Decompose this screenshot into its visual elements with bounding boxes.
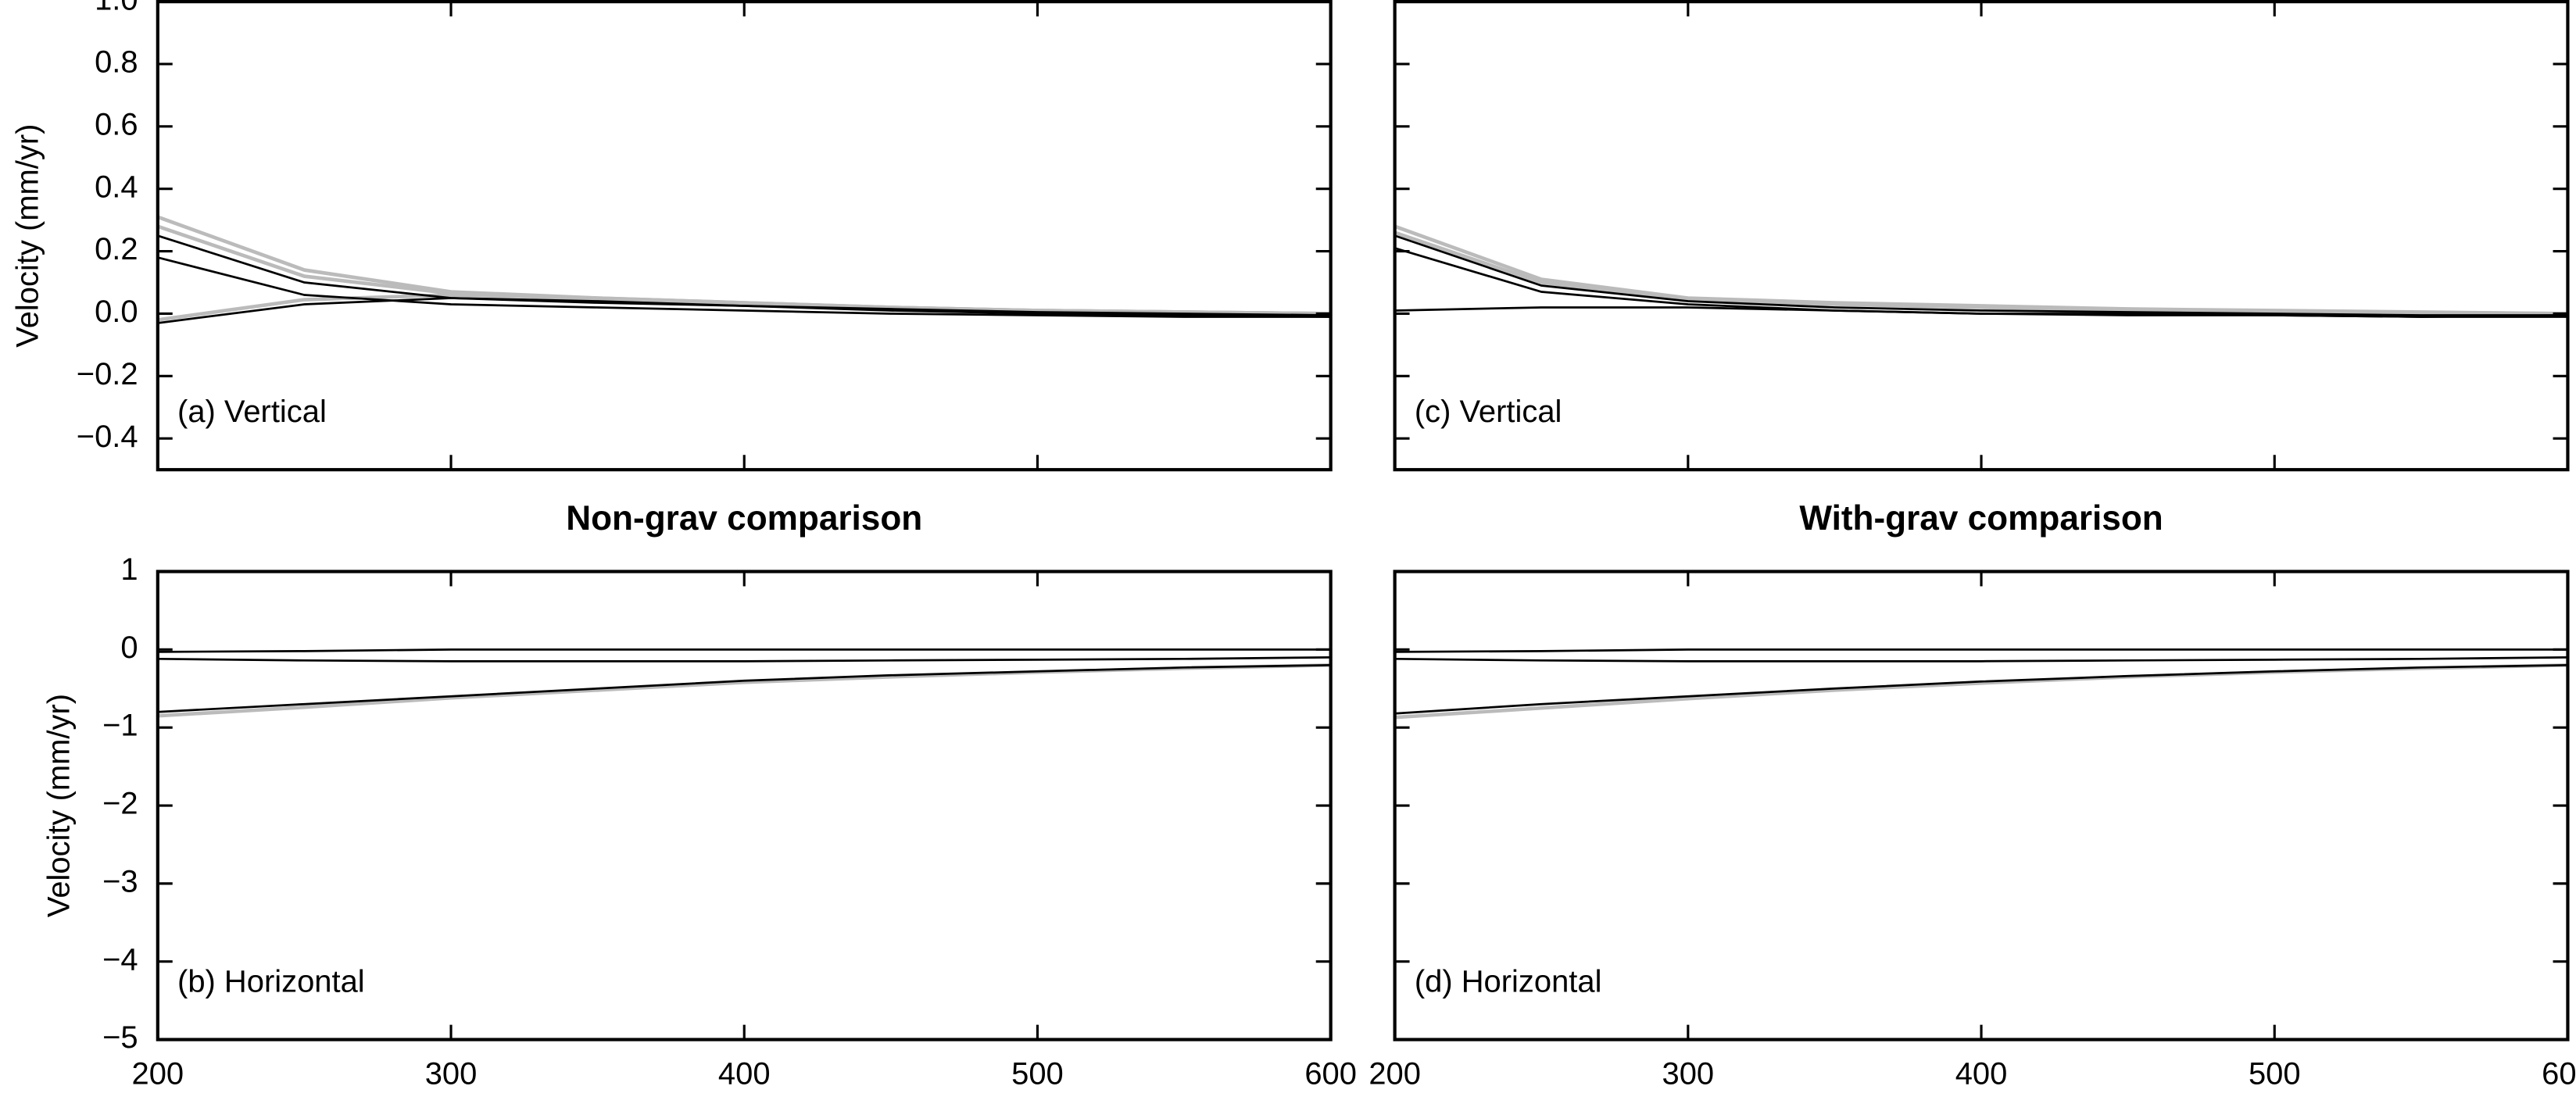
y-tick-label: −2 [102, 787, 138, 821]
plot-frame [156, 0, 1333, 472]
data-line [1394, 648, 2568, 653]
data-line [1394, 663, 2568, 715]
data-line [157, 297, 1331, 324]
x-tick-label: 200 [132, 1056, 184, 1091]
y-tick-label: −3 [102, 864, 138, 898]
panel-label: (a) Vertical [177, 395, 327, 429]
panel-label: (d) Horizontal [1415, 965, 1602, 999]
y-tick-label: 0 [120, 631, 138, 665]
y-tick-label: 1 [120, 552, 138, 587]
data-line [157, 663, 1331, 713]
panel-label: (b) Horizontal [177, 965, 365, 999]
panel-title: Non-grav comparison [566, 499, 922, 538]
y-tick-label: −5 [102, 1020, 138, 1055]
data-line [157, 663, 1331, 718]
data-line [1394, 230, 2568, 316]
data-line [157, 656, 1331, 663]
x-tick-label: 600 [1304, 1056, 1357, 1091]
data-line [157, 648, 1331, 653]
data-line [1394, 663, 2568, 720]
x-tick-label: 500 [2249, 1056, 2301, 1091]
data-line [1394, 234, 2568, 316]
y-tick-label: 0.4 [95, 170, 138, 204]
data-line [157, 256, 1331, 318]
y-axis-label: Velocity (mm/yr) [41, 694, 76, 917]
y-tick-label: 0.0 [95, 295, 138, 329]
y-axis-label: Velocity (mm/yr) [10, 124, 45, 348]
data-line [1394, 224, 2568, 316]
x-tick-label: 500 [1011, 1056, 1064, 1091]
y-tick-label: −4 [102, 942, 138, 977]
plot-frame [1393, 0, 2570, 472]
y-tick-label: 0.8 [95, 45, 138, 80]
panel-label: (c) Vertical [1415, 395, 1562, 429]
data-line [157, 224, 1331, 316]
x-tick-label: 200 [1368, 1056, 1421, 1091]
x-tick-label: 300 [425, 1056, 478, 1091]
x-tick-label: 600 [2542, 1056, 2576, 1091]
data-line [1394, 656, 2568, 663]
x-tick-label: 400 [1955, 1056, 2008, 1091]
x-tick-label: 300 [1662, 1056, 1715, 1091]
y-tick-label: 0.2 [95, 232, 138, 266]
y-tick-label: −0.2 [77, 357, 138, 391]
y-tick-label: 1.0 [95, 0, 138, 17]
y-tick-label: −1 [102, 709, 138, 743]
panel-title: With-grav comparison [1799, 499, 2163, 538]
y-tick-label: −0.4 [77, 420, 138, 454]
data-line [1394, 306, 2568, 318]
x-tick-label: 400 [718, 1056, 771, 1091]
y-tick-label: 0.6 [95, 107, 138, 141]
